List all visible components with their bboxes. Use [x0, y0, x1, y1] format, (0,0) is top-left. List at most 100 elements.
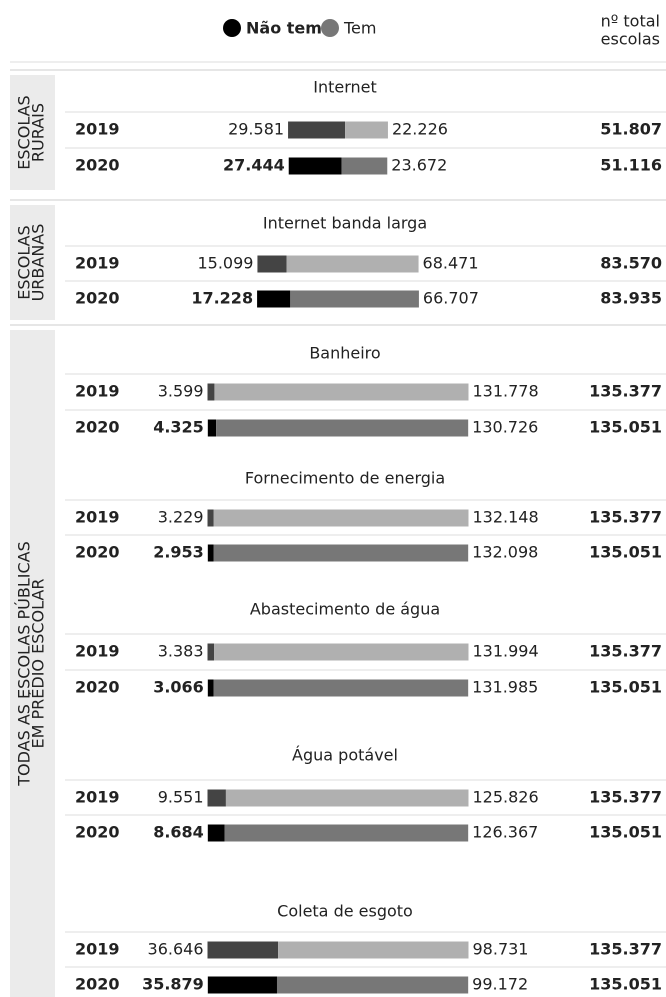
total-label: 135.051: [589, 975, 662, 994]
bar-tem: [341, 157, 388, 175]
section-box: [10, 75, 55, 190]
total-label: 51.807: [600, 120, 662, 139]
bar-tem: [276, 976, 469, 994]
nao-tem-label: 17.228: [191, 289, 253, 308]
tem-label: 98.731: [473, 940, 529, 959]
bar-nao-tem: [207, 509, 214, 527]
bar-tem: [214, 383, 469, 401]
nao-tem-label: 35.879: [142, 975, 204, 994]
group-title: Água potável: [292, 746, 398, 765]
nao-tem-label: 3.599: [158, 382, 204, 401]
tem-label: 125.826: [473, 788, 539, 807]
total-header: escolas: [601, 30, 660, 49]
bar-tem: [286, 255, 419, 273]
bar-tem: [213, 544, 469, 562]
bar-tem: [278, 941, 469, 959]
total-label: 83.570: [600, 254, 662, 273]
section-box: [10, 205, 55, 320]
bar-nao-tem: [207, 544, 214, 562]
total-label: 135.051: [589, 823, 662, 842]
bar-nao-tem: [207, 679, 214, 697]
nao-tem-label: 4.325: [153, 418, 204, 437]
bar-nao-tem: [257, 290, 291, 308]
nao-tem-label: 3.229: [158, 508, 204, 527]
tem-label: 131.994: [473, 642, 539, 661]
total-label: 135.051: [589, 543, 662, 562]
legend-label: Tem: [343, 19, 376, 38]
bar-tem: [213, 679, 469, 697]
year-label: 2020: [75, 289, 120, 308]
total-label: 135.377: [589, 940, 662, 959]
year-label: 2019: [75, 788, 120, 807]
bar-nao-tem: [207, 976, 277, 994]
section-label: ESCOLAS: [15, 95, 34, 169]
section-label: TODAS AS ESCOLAS PÚBLICAS: [15, 541, 34, 787]
bar-nao-tem: [207, 789, 226, 807]
year-label: 2019: [75, 508, 120, 527]
bar-nao-tem: [207, 643, 215, 661]
bar-nao-tem: [207, 383, 215, 401]
tem-label: 132.148: [473, 508, 539, 527]
year-label: 2020: [75, 975, 120, 994]
nao-tem-label: 29.581: [228, 120, 284, 139]
year-label: 2020: [75, 543, 120, 562]
tem-label: 22.226: [392, 120, 448, 139]
bar-tem: [345, 121, 388, 139]
group-title: Banheiro: [309, 344, 380, 363]
nao-tem-label: 3.383: [158, 642, 204, 661]
bar-nao-tem: [257, 255, 287, 273]
group-title: Fornecimento de energia: [245, 469, 445, 488]
group-title: Coleta de esgoto: [277, 902, 413, 921]
tem-label: 66.707: [423, 289, 479, 308]
year-label: 2020: [75, 418, 120, 437]
bar-nao-tem: [207, 419, 217, 437]
total-label: 135.377: [589, 788, 662, 807]
total-label: 135.377: [589, 382, 662, 401]
total-label: 135.377: [589, 642, 662, 661]
legend-label: Não tem: [246, 19, 322, 38]
bar-tem: [213, 509, 469, 527]
nao-tem-label: 36.646: [148, 940, 204, 959]
total-label: 83.935: [600, 289, 662, 308]
nao-tem-label: 15.099: [197, 254, 253, 273]
year-label: 2020: [75, 678, 120, 697]
tem-label: 126.367: [472, 823, 538, 842]
legend-swatch: [321, 19, 339, 37]
tem-label: 68.471: [423, 254, 479, 273]
tem-label: 131.985: [472, 678, 538, 697]
section-label: RURAIS: [29, 103, 48, 162]
legend-swatch: [223, 19, 241, 37]
total-label: 135.051: [589, 678, 662, 697]
year-label: 2020: [75, 156, 120, 175]
total-header: nº total: [601, 12, 660, 31]
bar-nao-tem: [207, 824, 225, 842]
group-title: Internet: [313, 78, 377, 97]
total-label: 135.051: [589, 418, 662, 437]
bar-tem: [216, 419, 469, 437]
tem-label: 99.172: [472, 975, 528, 994]
bar-nao-tem: [288, 157, 342, 175]
section-label: ESCOLAS: [15, 225, 34, 299]
section-label: URBANAS: [29, 224, 48, 302]
year-label: 2019: [75, 120, 120, 139]
year-label: 2019: [75, 382, 120, 401]
tem-label: 23.672: [391, 156, 447, 175]
year-label: 2019: [75, 254, 120, 273]
bar-nao-tem: [288, 121, 346, 139]
nao-tem-label: 27.444: [223, 156, 285, 175]
nao-tem-label: 8.684: [153, 823, 204, 842]
bar-tem: [224, 824, 469, 842]
tem-label: 130.726: [472, 418, 538, 437]
group-title: Abastecimento de água: [250, 600, 440, 619]
year-label: 2019: [75, 940, 120, 959]
year-label: 2020: [75, 823, 120, 842]
section-label: EM PRÉDIO ESCOLAR: [29, 579, 48, 749]
bar-nao-tem: [207, 941, 279, 959]
nao-tem-label: 9.551: [158, 788, 204, 807]
nao-tem-label: 2.953: [153, 543, 204, 562]
tem-label: 132.098: [472, 543, 538, 562]
group-title: Internet banda larga: [263, 214, 427, 233]
year-label: 2019: [75, 642, 120, 661]
bar-tem: [225, 789, 469, 807]
total-label: 135.377: [589, 508, 662, 527]
